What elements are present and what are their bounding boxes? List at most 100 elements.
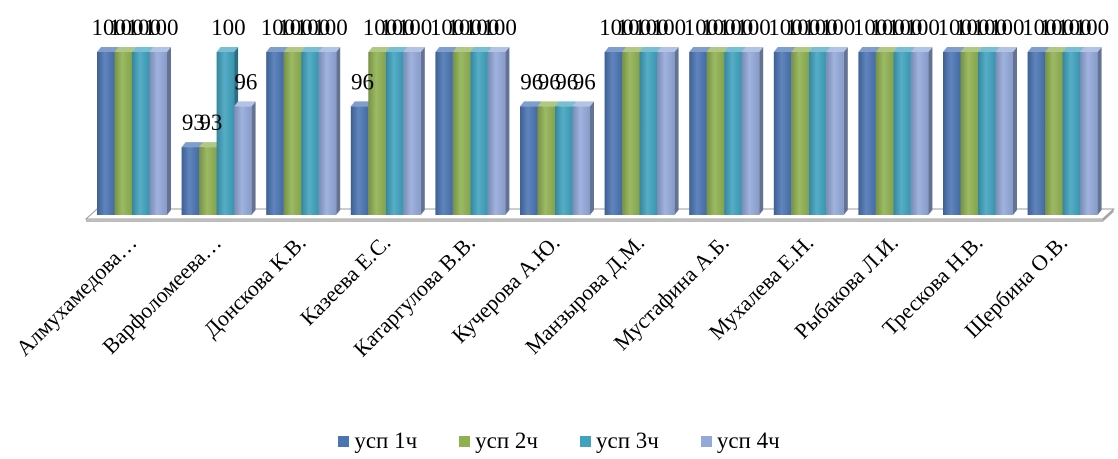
bar-top-face — [622, 47, 644, 52]
chart-floor-side — [1102, 209, 1114, 222]
bar-top-face — [858, 47, 880, 52]
bar-front-face — [978, 52, 996, 215]
data-label: 100 — [617, 15, 652, 40]
data-label: 100 — [786, 15, 821, 40]
data-label: 100 — [973, 15, 1008, 40]
bar-top-face — [826, 47, 848, 52]
bar-top-face — [875, 47, 898, 52]
bar-side-face — [674, 47, 679, 215]
bar-top-face — [741, 47, 764, 52]
bar-top-face — [350, 101, 373, 107]
bar-top-face — [1080, 47, 1102, 52]
bar-front-face — [943, 52, 961, 215]
bar — [234, 101, 256, 215]
bar-front-face — [149, 52, 167, 215]
bar — [826, 47, 848, 215]
bar-front-face — [791, 52, 809, 215]
data-label: 100 — [652, 15, 687, 40]
bar-front-face — [741, 52, 760, 215]
data-label: 96 — [573, 69, 596, 94]
bar-top-face — [910, 47, 933, 52]
bar — [995, 47, 1017, 215]
bar-top-face — [520, 101, 542, 107]
bar-top-face — [689, 47, 711, 52]
data-label: 100 — [363, 15, 398, 40]
legend-label: усп 2ч — [475, 428, 538, 453]
data-label: 93 — [199, 110, 222, 135]
data-label: 96 — [520, 69, 543, 94]
bar-front-face — [470, 52, 488, 215]
legend-item: усп 3ч — [580, 428, 659, 454]
bar — [487, 47, 510, 215]
bar-front-face — [960, 52, 978, 215]
legend-marker — [459, 435, 471, 447]
legend-label: усп 3ч — [596, 428, 659, 453]
bar-front-face — [520, 106, 538, 215]
data-label: 100 — [803, 15, 838, 40]
bar-front-face — [875, 52, 894, 215]
bar-top-face — [301, 47, 323, 52]
bar-front-face — [301, 52, 319, 215]
data-label: 96 — [234, 69, 257, 94]
data-label: 100 — [92, 15, 127, 40]
legend-marker — [580, 435, 591, 447]
data-label: 100 — [634, 15, 669, 40]
bar-front-face — [639, 52, 658, 215]
bar-front-face — [555, 106, 573, 215]
bar-side-face — [928, 47, 933, 215]
bar-front-face — [858, 52, 876, 215]
bar-top-face — [452, 47, 475, 52]
bar-front-face — [266, 52, 284, 215]
data-label: 100 — [905, 15, 940, 40]
bar — [572, 101, 594, 215]
data-label: 96 — [555, 69, 578, 94]
bar-top-face — [132, 47, 154, 52]
bar-side-face — [843, 47, 848, 215]
data-label: 100 — [380, 15, 415, 40]
bar-top-face — [808, 47, 831, 52]
bar-front-face — [385, 52, 404, 215]
bars-layer — [97, 47, 1102, 215]
data-label: 100 — [398, 15, 433, 40]
bar — [741, 47, 764, 215]
bar-front-face — [773, 52, 792, 215]
bar-side-face — [759, 47, 764, 215]
chart-floor-layer — [84, 208, 1115, 222]
bar-side-face — [167, 47, 171, 215]
bar-top-face — [470, 47, 492, 52]
bar-front-face — [216, 52, 235, 215]
data-label: 100 — [938, 15, 973, 40]
bar-top-face — [403, 47, 425, 52]
bar-front-face — [604, 52, 623, 215]
bar-front-face — [318, 52, 337, 215]
data-label: 100 — [870, 15, 905, 40]
data-label: 100 — [955, 15, 990, 40]
bar — [318, 47, 341, 215]
data-label: 100 — [701, 15, 736, 40]
bar-side-face — [590, 101, 594, 215]
bar-front-face — [1062, 52, 1081, 215]
bar-front-face — [114, 52, 132, 215]
data-label: 100 — [313, 15, 348, 40]
data-label: 96 — [351, 69, 374, 94]
data-labels-layer: 1001001001009393100961001001001009610010… — [92, 15, 1110, 135]
data-label: 100 — [144, 15, 179, 40]
bar-top-face — [639, 47, 662, 52]
data-label: 100 — [211, 15, 246, 40]
data-label: 100 — [1057, 15, 1092, 40]
bar-front-face — [132, 52, 150, 215]
data-label: 93 — [182, 110, 205, 135]
bar-front-face — [199, 147, 217, 215]
bar-top-face — [318, 47, 341, 52]
bar-top-face — [149, 47, 171, 52]
bar-top-face — [555, 101, 577, 107]
bar — [1080, 47, 1102, 215]
bar-top-face — [604, 47, 627, 52]
legend-item: усп 2ч — [459, 428, 538, 454]
bar-top-face — [435, 47, 457, 52]
bar-side-face — [1097, 47, 1102, 215]
bar-front-face — [826, 52, 844, 215]
data-label: 100 — [736, 15, 771, 40]
legend-item: усп 4ч — [700, 428, 780, 454]
